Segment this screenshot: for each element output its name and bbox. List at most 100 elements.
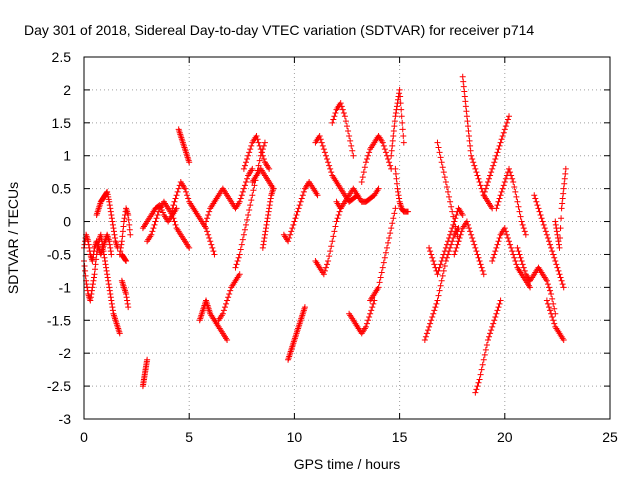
data-point-marker (486, 175, 493, 182)
series-trace-18 (259, 185, 277, 251)
data-point-marker (549, 295, 556, 302)
data-point-marker (126, 221, 133, 228)
data-point-marker (127, 231, 134, 238)
data-point-marker (209, 244, 216, 251)
data-point-marker (367, 310, 374, 317)
data-point-marker (550, 300, 557, 307)
data-point-marker (370, 300, 377, 307)
data-point-marker (447, 231, 454, 238)
data-point-marker (207, 238, 214, 245)
data-point-marker (440, 267, 447, 274)
data-point-marker (85, 238, 92, 245)
data-point-marker (547, 241, 554, 248)
y-tick-label: 2.5 (52, 49, 72, 65)
data-point-marker (205, 211, 212, 218)
data-point-marker (549, 313, 556, 320)
data-point-marker (327, 165, 334, 172)
data-point-marker (203, 218, 210, 225)
data-point-marker (493, 244, 500, 251)
data-point-marker (300, 188, 307, 195)
data-point-marker (246, 149, 253, 156)
data-point-marker (492, 248, 499, 255)
data-point-marker (428, 251, 435, 258)
data-point-marker (503, 231, 510, 238)
marker-layer (81, 73, 569, 396)
data-point-marker (553, 261, 560, 268)
data-point-marker (551, 320, 558, 327)
data-point-marker (124, 297, 131, 304)
data-point-marker (491, 317, 498, 324)
data-point-marker (390, 215, 397, 222)
data-point-marker (236, 251, 243, 258)
data-point-marker (543, 277, 550, 284)
y-tick-label: 2 (63, 82, 71, 98)
series-trace-24 (333, 185, 382, 212)
data-point-marker (512, 188, 519, 195)
data-point-marker (237, 195, 244, 202)
data-point-marker (439, 272, 446, 279)
data-point-marker (472, 165, 479, 172)
data-point-marker (118, 241, 125, 248)
data-point-marker (436, 264, 443, 271)
data-point-marker (520, 225, 527, 232)
data-point-marker (405, 208, 412, 215)
data-point-marker (559, 195, 566, 202)
data-point-marker (495, 198, 502, 205)
data-point-marker (495, 304, 502, 311)
data-point-marker (432, 304, 439, 311)
data-point-marker (299, 192, 306, 199)
data-point-marker (527, 284, 534, 291)
data-point-marker (438, 258, 445, 265)
data-point-marker (392, 165, 399, 172)
data-point-marker (288, 228, 295, 235)
data-point-marker (426, 244, 433, 251)
series-trace-05 (118, 277, 132, 311)
data-point-marker (116, 330, 123, 337)
data-point-marker (463, 218, 470, 225)
data-point-marker (548, 290, 555, 297)
data-point-marker (248, 197, 255, 204)
data-point-marker (121, 215, 128, 222)
y-tick-label: 0.5 (52, 181, 72, 197)
data-point-marker (174, 188, 181, 195)
data-point-marker (460, 78, 467, 85)
data-point-marker (398, 113, 405, 120)
series-trace-07 (139, 356, 151, 390)
data-point-marker (144, 356, 151, 363)
data-point-marker (390, 132, 397, 139)
y-tick-label: -2.5 (47, 378, 71, 394)
data-point-marker (377, 274, 384, 281)
data-point-marker (459, 73, 466, 80)
data-point-marker (473, 386, 480, 393)
data-point-marker (532, 195, 539, 202)
data-point-marker (555, 238, 562, 245)
data-point-marker (266, 202, 273, 209)
plot-frame (83, 56, 611, 420)
data-point-marker (220, 307, 227, 314)
data-point-marker (477, 182, 484, 189)
data-point-marker (434, 297, 441, 304)
data-point-marker (460, 83, 467, 90)
data-point-marker (170, 215, 177, 222)
data-point-marker (443, 241, 450, 248)
data-point-marker (483, 341, 490, 348)
data-point-marker (489, 165, 496, 172)
data-point-marker (154, 211, 161, 218)
data-point-marker (327, 248, 334, 255)
data-point-marker (109, 218, 116, 225)
data-point-marker (472, 389, 479, 396)
data-point-marker (519, 261, 526, 268)
data-point-marker (350, 152, 357, 159)
data-point-marker (388, 152, 395, 159)
data-point-marker (499, 185, 506, 192)
data-point-marker (247, 146, 254, 153)
data-point-marker (552, 221, 559, 228)
data-point-marker (292, 215, 299, 222)
data-point-marker (172, 221, 179, 228)
data-point-marker (487, 330, 494, 337)
data-point-marker (517, 254, 524, 261)
data-point-marker (493, 310, 500, 317)
data-point-marker (501, 225, 508, 232)
data-point-marker (221, 304, 228, 311)
data-point-marker (510, 179, 517, 186)
